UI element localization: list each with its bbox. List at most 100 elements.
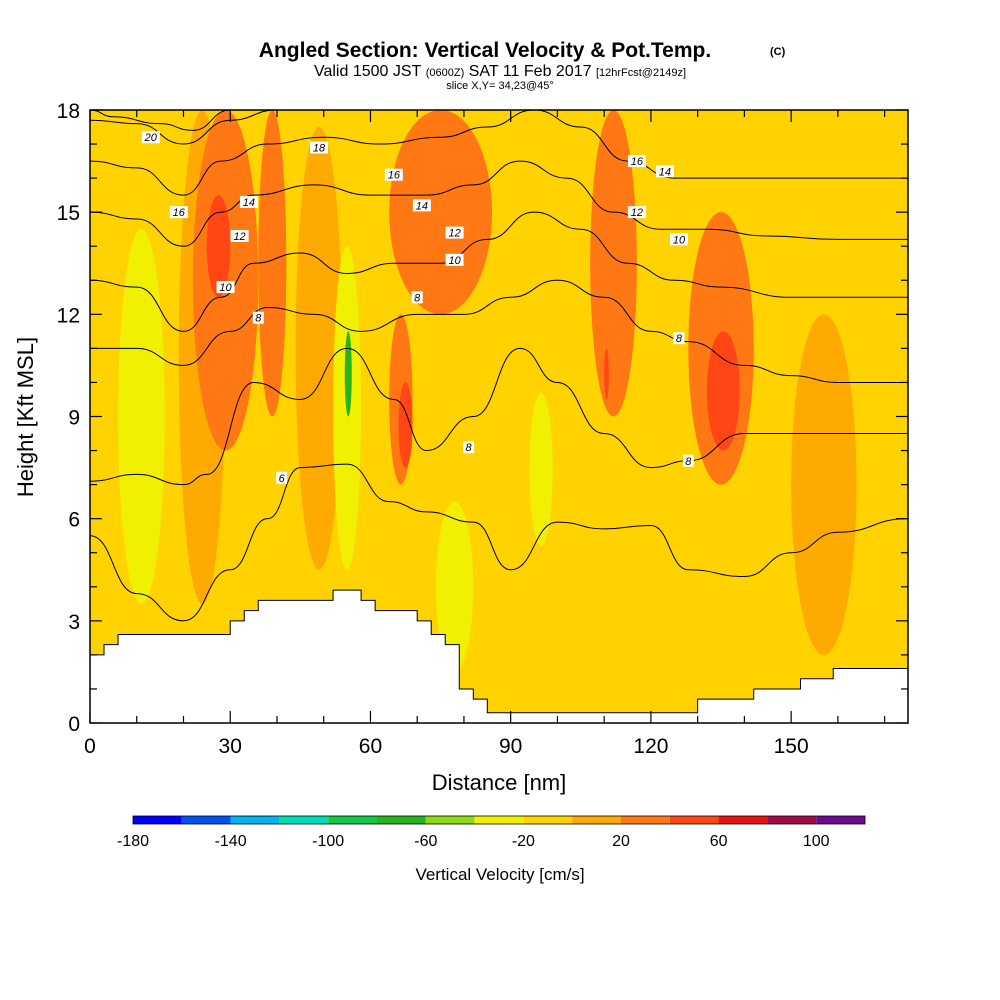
velocity-cell — [295, 127, 343, 570]
colorbar-tick-label: -140 — [215, 833, 247, 850]
contour-label-text: 18 — [313, 142, 326, 154]
colorbar-frame — [132, 815, 866, 825]
contour-label: 10 — [669, 233, 688, 246]
chart-title: Angled Section: Vertical Velocity & Pot.… — [259, 39, 711, 62]
contour-label: 18 — [310, 141, 329, 154]
contour-label-bg — [669, 233, 688, 246]
contour-label-bg — [169, 206, 188, 219]
colorbar-segment — [669, 816, 719, 824]
contour-label-bg — [463, 441, 475, 454]
contour-label-text: 8 — [414, 292, 421, 304]
colorbar-segment — [523, 816, 573, 824]
colorbar-segment — [718, 816, 768, 824]
subtitle-date: SAT 11 Feb 2017 — [469, 63, 592, 80]
contour-label-text: 10 — [673, 234, 686, 246]
contour-label-bg — [239, 195, 258, 208]
contour-label-text: 12 — [233, 231, 245, 243]
contour-label-text: 8 — [255, 313, 262, 325]
x-tick-label: 60 — [359, 735, 382, 758]
terrain — [90, 589, 908, 723]
contour-label: 6 — [276, 471, 288, 485]
subtitle-forecast: [12hrFcst@2149z] — [596, 67, 686, 79]
contour-label-bg — [411, 291, 423, 304]
velocity-cell — [791, 314, 857, 655]
velocity-cell — [707, 331, 740, 451]
x-tick-label: 90 — [499, 735, 522, 758]
contour-label: 8 — [411, 291, 423, 304]
velocity-cells — [118, 110, 857, 713]
contour-label: 14 — [239, 195, 258, 209]
colorbar-tick-label: -100 — [312, 833, 344, 850]
contour-label-text: 16 — [173, 207, 186, 219]
velocity-cell — [749, 110, 806, 383]
velocity-cell — [389, 110, 492, 315]
isentrope-contours — [90, 110, 908, 622]
contour-label-text: 14 — [659, 166, 671, 178]
velocity-cell — [398, 382, 413, 468]
y-axis-label: Height [Kft MSL] — [13, 337, 38, 497]
subtitle-zulu-time: (0600Z) — [426, 67, 465, 79]
y-tick-label: 15 — [57, 202, 80, 225]
isentrope-line — [90, 347, 908, 486]
velocity-cell — [258, 110, 287, 417]
colorbar-title: Vertical Velocity [cm/s] — [415, 865, 584, 884]
y-axis: 0 3 6 9 12 15 18 — [57, 100, 908, 736]
contour-label-bg — [141, 131, 160, 144]
velocity-cell — [590, 110, 637, 417]
contour-label-text: 12 — [448, 228, 460, 240]
contour-label: 8 — [673, 332, 685, 345]
velocity-cell — [529, 392, 553, 546]
x-tick-label: 30 — [219, 735, 242, 758]
y-tick-label: 9 — [68, 407, 80, 430]
colorbar-segment — [377, 816, 426, 824]
contour-label-bg — [445, 226, 464, 239]
colorbar: -180 -140 -100 -60 -20 20 60 100 — [117, 815, 866, 850]
y-tick-label: 0 — [68, 713, 80, 736]
velocity-field: 20 18 16 16 16 14 14 14 12 12 12 10 10 10 8 8 8 8 8 6 — [90, 110, 908, 723]
chart-title-mark: (C) — [770, 46, 786, 58]
contour-label-text: 16 — [631, 156, 644, 168]
colorbar-segment — [425, 816, 475, 824]
colorbar-segment — [621, 816, 670, 824]
contour-label: 14 — [412, 199, 431, 212]
contour-label: 16 — [627, 155, 646, 168]
colorbar-segment — [133, 816, 182, 824]
contour-label: 20 — [141, 131, 160, 144]
contour-label-text: 6 — [279, 473, 286, 485]
contour-label-bg — [276, 471, 288, 484]
velocity-cell — [206, 195, 231, 298]
velocity-cell — [118, 229, 165, 604]
contour-label-bg — [310, 141, 329, 154]
contour-label-bg — [655, 165, 674, 178]
colorbar-segment — [816, 816, 865, 824]
isentrope-line — [90, 110, 231, 131]
x-axis: 0 30 60 90 120 150 — [84, 110, 886, 758]
contour-label: 8 — [463, 441, 475, 454]
contour-label: 12 — [627, 206, 646, 219]
contour-label: 16 — [169, 206, 188, 219]
isentrope-line — [90, 160, 908, 247]
velocity-cell — [604, 348, 609, 400]
contour-label: 10 — [216, 281, 235, 294]
contour-label: 8 — [682, 454, 694, 468]
y-tick-label: 3 — [68, 611, 80, 634]
x-tick-label: 120 — [633, 735, 668, 758]
colorbar-segment — [279, 816, 329, 824]
subtitle-valid-time: Valid 1500 JST — [314, 63, 422, 80]
colorbar-tick-label: 100 — [803, 833, 830, 850]
contour-label-bg — [627, 206, 646, 219]
contour-label: 14 — [655, 165, 674, 178]
colorbar-segment — [474, 816, 524, 824]
x-axis-label: Distance [nm] — [432, 770, 567, 795]
contour-label-bg — [627, 155, 646, 168]
contour-label-bg — [412, 199, 431, 212]
colorbar-segment — [572, 816, 621, 824]
isentrope-line — [90, 211, 908, 332]
contour-label: 12 — [230, 230, 249, 243]
contour-label-bg — [230, 230, 249, 243]
y-tick-label: 18 — [57, 100, 80, 123]
contour-label-text: 12 — [631, 207, 643, 219]
contour-label-bg — [682, 454, 694, 467]
slice-info: slice X,Y= 34,23@45° — [446, 80, 554, 92]
